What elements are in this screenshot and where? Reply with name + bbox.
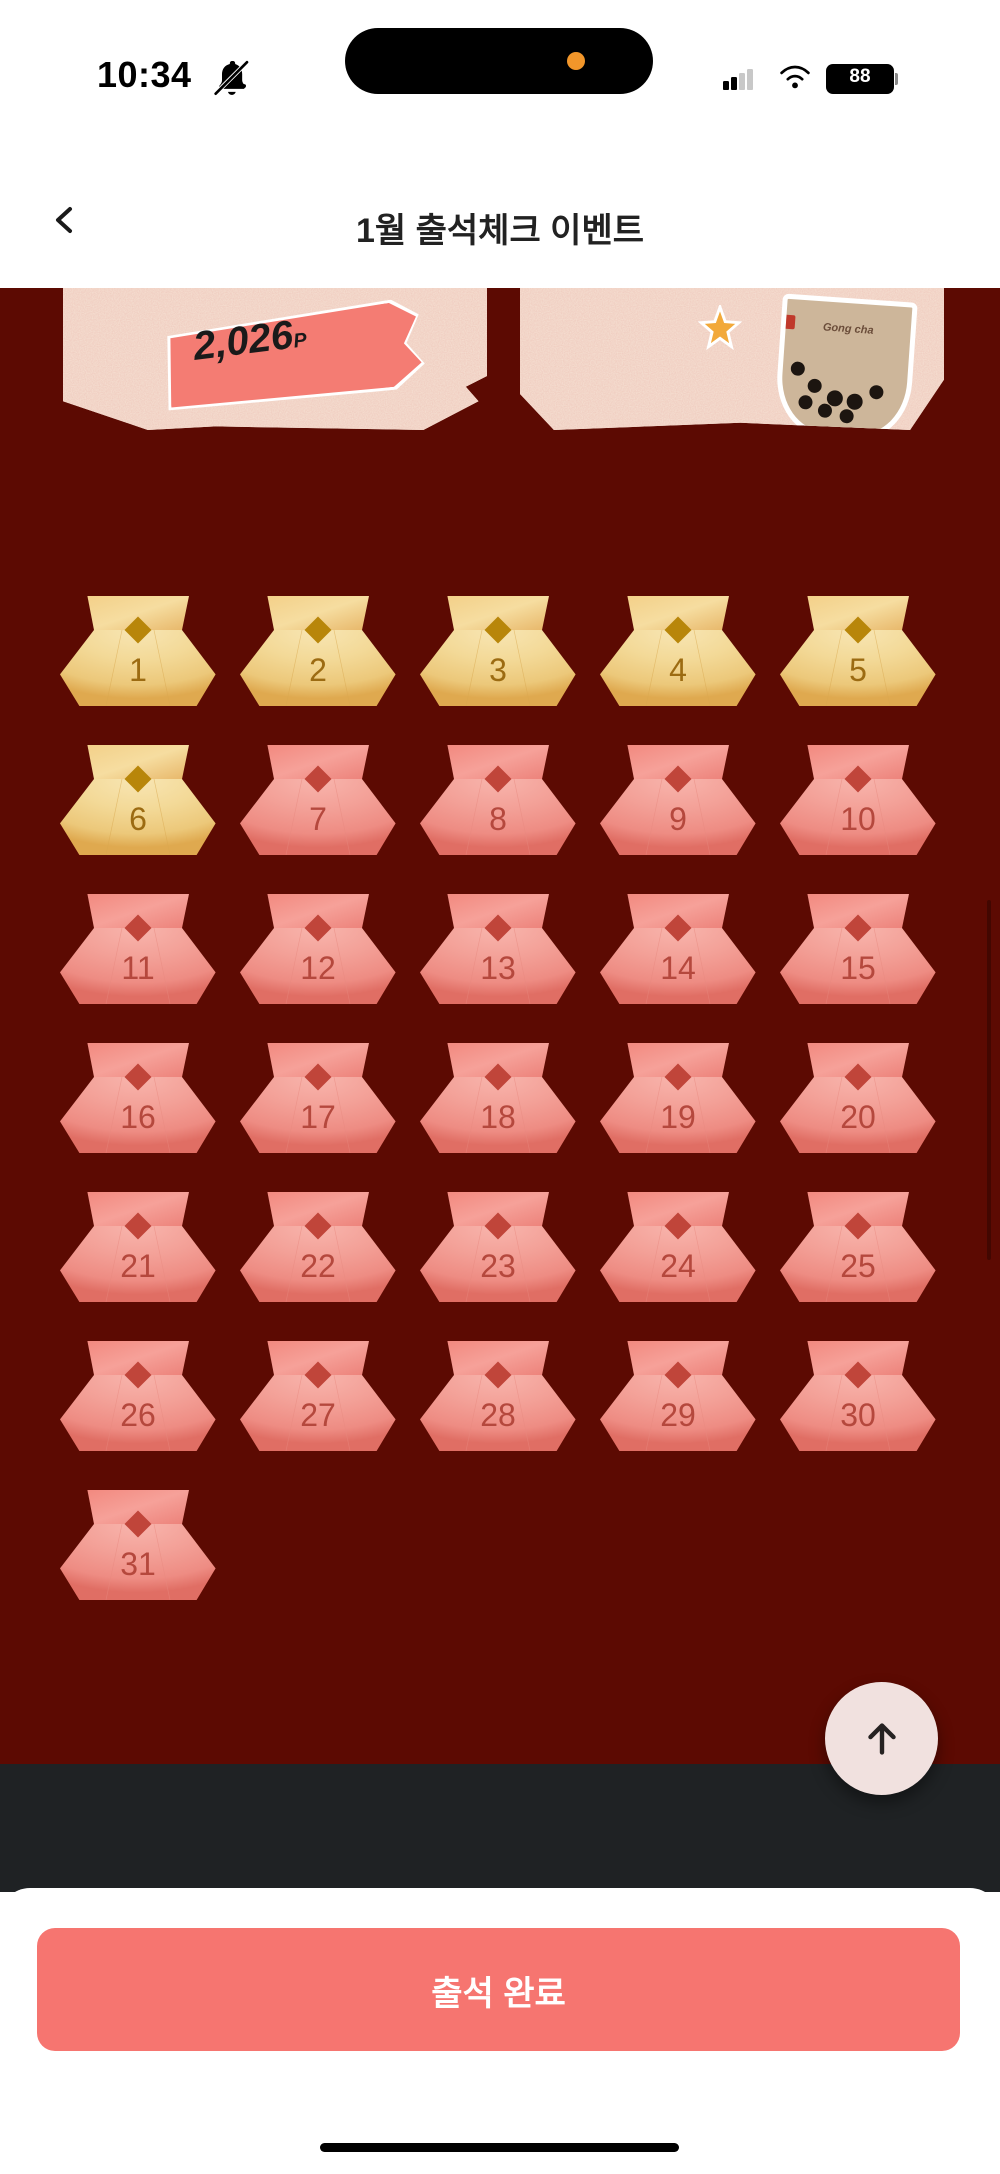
svg-text:28: 28 [480,1397,516,1433]
svg-text:24: 24 [660,1248,696,1284]
svg-text:17: 17 [300,1099,336,1135]
svg-text:14: 14 [660,950,696,986]
svg-text:5: 5 [849,652,867,688]
svg-text:12: 12 [300,950,336,986]
svg-text:23: 23 [480,1248,516,1284]
svg-text:9: 9 [669,801,687,837]
svg-text:7: 7 [309,801,327,837]
svg-text:22: 22 [300,1248,336,1284]
svg-text:27: 27 [300,1397,336,1433]
svg-text:6: 6 [129,801,147,837]
svg-text:1: 1 [129,652,147,688]
svg-text:20: 20 [840,1099,876,1135]
svg-text:18: 18 [480,1099,516,1135]
svg-text:13: 13 [480,950,516,986]
svg-text:11: 11 [121,950,154,986]
svg-text:25: 25 [840,1248,876,1284]
svg-text:3: 3 [489,652,507,688]
svg-text:30: 30 [840,1397,876,1433]
svg-text:26: 26 [120,1397,156,1433]
svg-text:15: 15 [840,950,876,986]
svg-text:4: 4 [669,652,687,688]
svg-text:2: 2 [309,652,327,688]
svg-text:16: 16 [120,1099,156,1135]
svg-text:19: 19 [660,1099,696,1135]
svg-text:29: 29 [660,1397,696,1433]
svg-text:31: 31 [120,1546,156,1582]
svg-text:8: 8 [489,801,507,837]
svg-text:10: 10 [840,801,876,837]
svg-text:21: 21 [120,1248,156,1284]
